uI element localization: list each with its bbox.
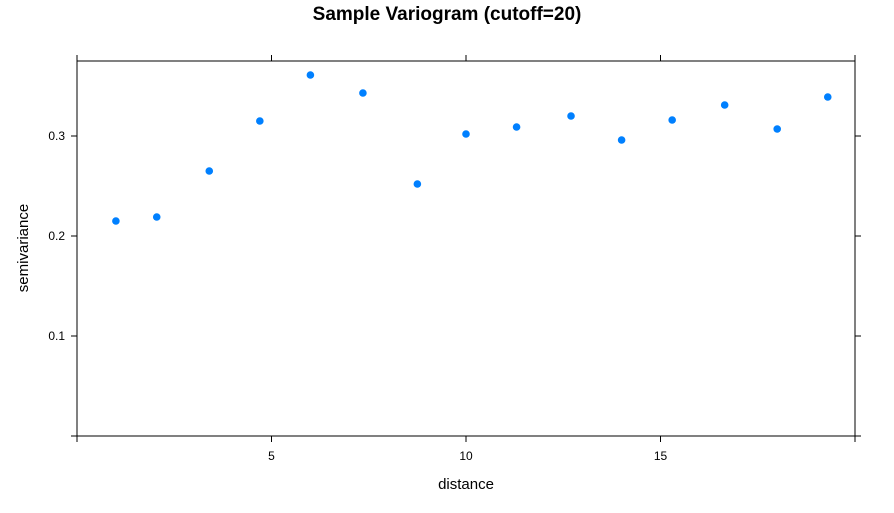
- plot-frame: [76, 60, 856, 437]
- data-point: [668, 116, 676, 124]
- data-point: [152, 213, 161, 221]
- x-axis-title: distance: [438, 476, 494, 493]
- data-point: [256, 117, 264, 125]
- y-axis-title: semivariance: [15, 204, 32, 292]
- data-point: [823, 93, 832, 101]
- y-tick-label: 0.3: [48, 129, 65, 143]
- axis-ticks: [71, 55, 861, 442]
- x-tick-label: 15: [654, 449, 668, 463]
- data-point: [617, 136, 626, 144]
- data-point: [720, 101, 729, 109]
- data-point: [359, 89, 367, 97]
- data-point: [112, 217, 120, 225]
- data-point: [773, 125, 781, 133]
- x-tick-label: 10: [459, 449, 473, 463]
- data-point: [462, 130, 470, 138]
- data-point: [205, 167, 214, 175]
- tick-labels: 5 10 15 0.1 0.2 0.3: [48, 129, 667, 463]
- data-points: [112, 71, 832, 225]
- y-tick-label: 0.1: [48, 329, 65, 343]
- data-point: [567, 112, 575, 120]
- chart-title: Sample Variogram (cutoff=20): [312, 4, 582, 25]
- data-point: [306, 71, 315, 79]
- x-tick-label: 5: [268, 449, 275, 463]
- data-point: [512, 123, 521, 131]
- y-tick-label: 0.2: [48, 229, 65, 243]
- data-point: [413, 180, 422, 188]
